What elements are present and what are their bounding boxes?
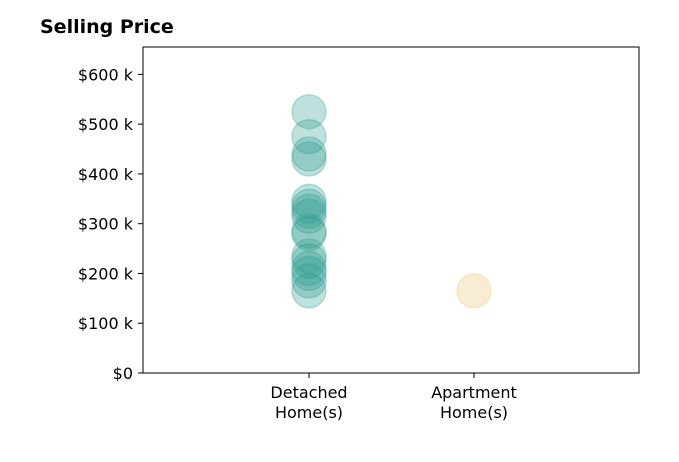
y-tick-label: $500 k	[78, 115, 134, 134]
scatter-point	[291, 183, 327, 220]
scatter-point	[291, 213, 327, 249]
scatter-point	[291, 263, 327, 299]
scatter-point	[291, 250, 327, 287]
scatter-point	[291, 118, 327, 155]
scatter-point	[456, 273, 492, 309]
scatter-point	[291, 193, 327, 229]
x-tick-label: Detached Home(s)	[270, 383, 347, 422]
x-tick-label-line: Detached	[270, 383, 347, 402]
chart-title: Selling Price	[40, 16, 174, 38]
y-tick-label: $600 k	[78, 65, 134, 84]
x-tick-label-line: Home(s)	[440, 403, 508, 422]
scatter-point	[291, 215, 327, 252]
x-tick-label: Apartment Home(s)	[431, 383, 517, 422]
y-tick-label: $200 k	[78, 264, 134, 283]
scatter-point	[291, 188, 327, 225]
x-axis: Detached Home(s)Apartment Home(s)	[270, 373, 517, 422]
scatter-point	[291, 238, 327, 274]
y-tick-label: $0	[113, 364, 133, 383]
scatter-point	[291, 255, 327, 292]
points-layer	[291, 93, 492, 309]
y-tick-label: $300 k	[78, 215, 134, 234]
scatter-point	[291, 136, 327, 172]
scatter-point	[291, 198, 327, 234]
x-tick-label-line: Apartment	[431, 383, 517, 402]
plot-area-frame	[142, 46, 640, 374]
y-axis: $0 $100 k $200 k $300 k $400 k $500 k $600 k	[78, 65, 143, 383]
scatter-point	[291, 243, 327, 279]
scatter-point	[291, 93, 327, 130]
scatter-point	[291, 141, 327, 177]
x-tick-label-line: Home(s)	[275, 403, 343, 422]
y-tick-label: $100 k	[78, 314, 134, 333]
scatter-point	[291, 273, 327, 309]
y-tick-label: $400 k	[78, 165, 134, 184]
